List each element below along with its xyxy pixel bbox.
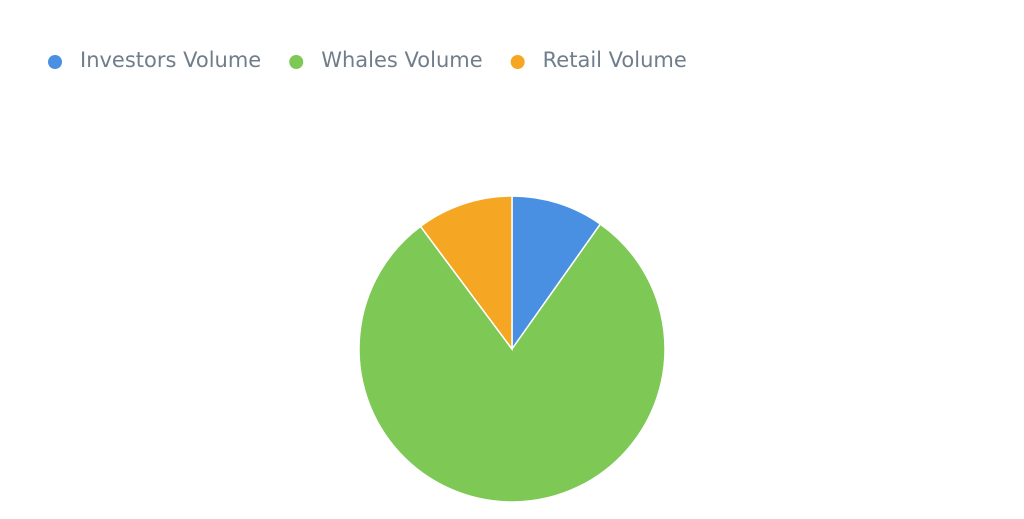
legend: Investors Volume Whales Volume Retail Volu… xyxy=(48,48,687,72)
legend-label[interactable]: Whales Volume xyxy=(321,48,482,72)
legend-marker xyxy=(48,55,62,69)
pie xyxy=(358,195,666,503)
legend-marker xyxy=(510,55,525,69)
legend-label[interactable]: Retail Volume xyxy=(543,48,687,72)
legend-label[interactable]: Investors Volume xyxy=(80,48,261,72)
pie-slice xyxy=(358,223,666,503)
pie-slice xyxy=(511,195,602,352)
legend-marker xyxy=(289,55,304,69)
pie-slice xyxy=(419,195,513,352)
